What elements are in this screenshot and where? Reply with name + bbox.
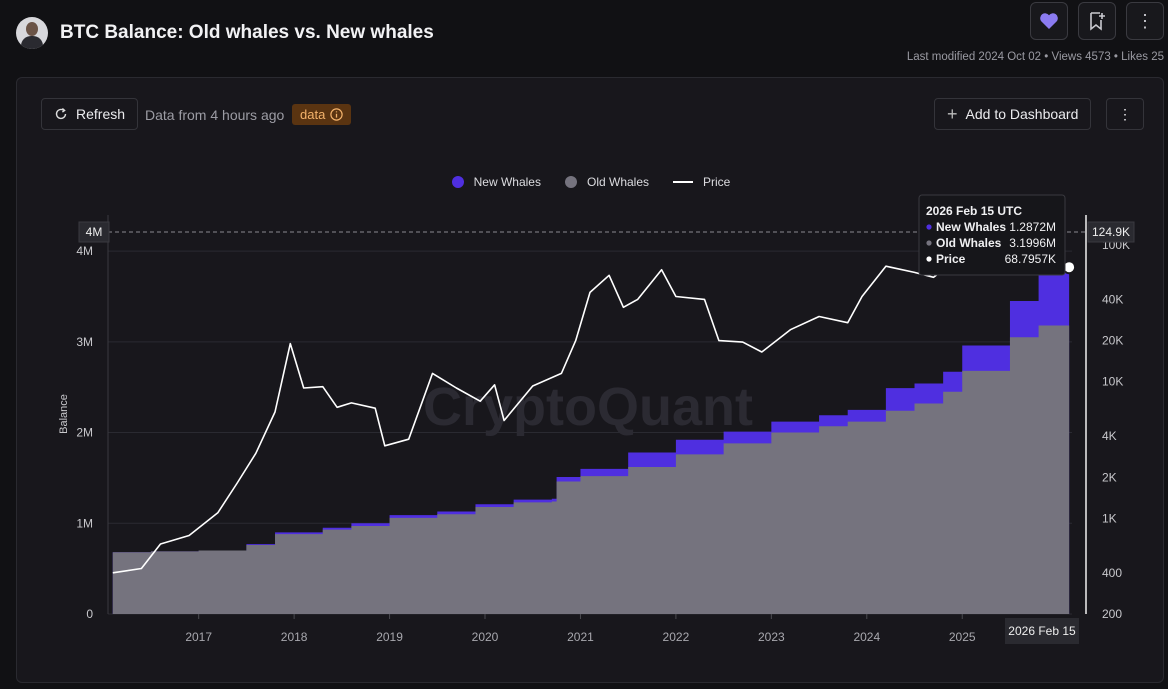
tooltip-dot: [926, 240, 932, 246]
tooltip-dot: [926, 224, 932, 230]
heart-icon: [1040, 13, 1058, 29]
add-to-dashboard-label: Add to Dashboard: [965, 106, 1079, 122]
crosshair-date-box: [1005, 618, 1079, 644]
right-tick-label: 200: [1102, 607, 1122, 621]
kebab-icon: ⋮: [1136, 10, 1154, 31]
x-tick-label: 2022: [663, 630, 690, 644]
left-tick-label: 0: [86, 607, 93, 621]
x-tick-label: 2023: [758, 630, 785, 644]
author-avatar[interactable]: [16, 17, 48, 49]
kebab-icon: ⋮: [1118, 105, 1132, 122]
x-tick-label: 2020: [472, 630, 499, 644]
data-badge-label: data: [300, 107, 326, 122]
x-tick-label: 2017: [185, 630, 212, 644]
chart-options-button[interactable]: ⋮: [1106, 98, 1144, 130]
legend-label-old: Old Whales: [586, 175, 650, 189]
refresh-button[interactable]: Refresh: [41, 98, 139, 130]
reference-left-box: [78, 221, 110, 243]
tooltip-date: 2026 Feb 15 UTC: [926, 204, 1022, 218]
right-tick-label: 2K: [1102, 470, 1117, 484]
legend-swatch-old: [564, 176, 577, 188]
refresh-label: Refresh: [76, 106, 126, 122]
legend-old-whales[interactable]: Old Whales: [564, 175, 650, 189]
legend-label-new: New Whales: [473, 175, 541, 189]
left-tick-label: 2M: [76, 426, 93, 440]
data-badge[interactable]: data: [292, 104, 352, 125]
bookmark-add-button[interactable]: [1078, 2, 1116, 40]
reference-left-label: 4M: [86, 225, 103, 239]
right-tick-label: 4K: [1102, 429, 1117, 443]
refresh-icon: [55, 107, 67, 120]
tooltip-series-value: 68.7957K: [1005, 252, 1056, 266]
watermark: CryptoQuant: [423, 377, 753, 437]
right-tick-label: 20K: [1102, 334, 1123, 348]
right-tick-label: 40K: [1102, 292, 1123, 306]
price-line: [112, 235, 1070, 574]
reference-right-box: [1087, 221, 1135, 243]
reference-right-label: 124.9K: [1092, 225, 1130, 239]
tooltip-box: [918, 194, 1066, 276]
legend-label-price: Price: [703, 175, 731, 189]
x-tick-label: 2018: [281, 630, 308, 644]
legend-new-whales[interactable]: New Whales: [451, 175, 541, 189]
right-tick-label: 400: [1102, 566, 1122, 580]
like-button[interactable]: [1030, 2, 1068, 40]
plus-icon: +: [947, 103, 958, 124]
left-tick-label: 1M: [76, 516, 93, 530]
tooltip-series-name: Price: [936, 252, 966, 266]
legend-swatch-new: [451, 176, 464, 188]
tooltip-series-name: New Whales: [936, 220, 1006, 234]
info-icon: [330, 108, 344, 121]
x-tick-label: 2021: [567, 630, 594, 644]
x-tick-label: 2019: [376, 630, 403, 644]
x-tick-label: 2025: [949, 630, 976, 644]
tooltip-series-value: 3.1996M: [1009, 236, 1056, 250]
tooltip-series-name: Old Whales: [936, 236, 1002, 250]
left-tick-label: 4M: [76, 244, 93, 258]
tooltip-series-value: 1.2872M: [1009, 220, 1056, 234]
legend-swatch-price: [673, 181, 694, 183]
add-to-dashboard-button[interactable]: + Add to Dashboard: [934, 98, 1092, 130]
old-whales-area: [112, 323, 1070, 614]
chart-legend: New Whales Old Whales Price: [17, 175, 1165, 189]
bookmark-plus-icon: [1090, 12, 1105, 31]
right-tick-label: 10K: [1102, 375, 1123, 389]
more-options-button[interactable]: ⋮: [1126, 2, 1164, 40]
left-tick-label: 3M: [76, 335, 93, 349]
tooltip-dot: [926, 256, 932, 262]
y-axis-title: Balance: [58, 394, 70, 434]
page-meta: Last modified 2024 Oct 02 • Views 4573 •…: [906, 51, 1164, 63]
right-tick-label: 1K: [1102, 511, 1117, 525]
crosshair-date-label: 2026 Feb 15: [1008, 624, 1076, 638]
data-freshness: Data from 4 hours ago: [145, 107, 285, 123]
legend-price[interactable]: Price: [673, 175, 730, 189]
page-title: BTC Balance: Old whales vs. New whales: [60, 22, 434, 43]
x-tick-label: 2024: [853, 630, 880, 644]
